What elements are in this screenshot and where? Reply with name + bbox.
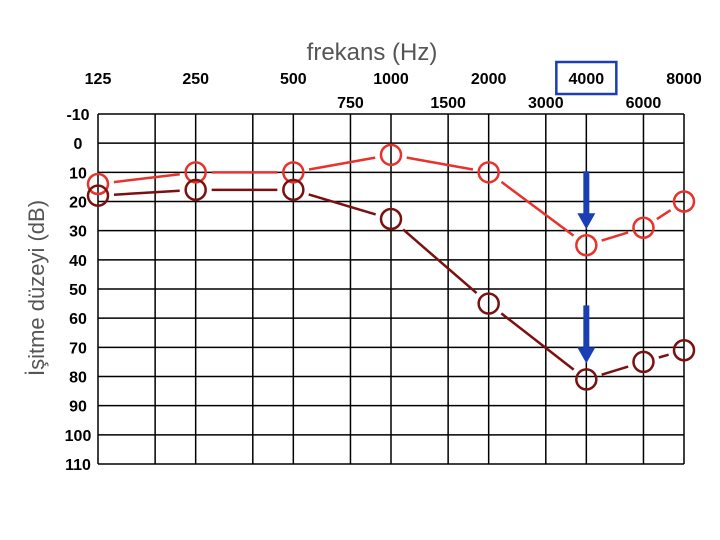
x-tick-label-mid: 1500 [430, 95, 466, 112]
series-group [86, 143, 696, 391]
x-tick-label-mid: 6000 [626, 95, 662, 112]
data-point [282, 178, 305, 202]
arrows-group [577, 171, 596, 364]
series-segment [500, 180, 575, 237]
data-point [632, 216, 655, 239]
data-point [672, 339, 696, 362]
data-point [632, 350, 655, 374]
series-segment [500, 312, 575, 371]
data-point [379, 207, 403, 231]
grid [97, 113, 685, 465]
y-tick-label: 30 [69, 224, 87, 241]
data-point [86, 172, 110, 196]
series-segment [406, 156, 474, 171]
x-tick-label-top: 4000 [569, 71, 605, 88]
arrow-shaft [583, 305, 590, 350]
y-tick-label: 40 [69, 253, 87, 270]
y-tick-label: 20 [69, 195, 87, 212]
x-tick-label-top: 125 [85, 71, 112, 88]
y-tick-label: 10 [69, 165, 87, 182]
data-point [575, 368, 598, 391]
series-segment [113, 189, 180, 196]
x-tick-label-top: 1000 [373, 71, 409, 88]
y-tick-label: 110 [65, 457, 91, 474]
data-point [184, 178, 207, 202]
arrow-head [577, 347, 596, 364]
y-tick-label: 80 [69, 370, 87, 387]
arrow-shaft [583, 171, 590, 216]
y-tick-label: 60 [69, 311, 87, 328]
x-tick-label-top: 500 [280, 71, 307, 88]
y-tick-label: -10 [66, 107, 89, 124]
data-point [575, 234, 598, 257]
series-segment [601, 365, 629, 376]
data-point [282, 161, 305, 184]
data-point [86, 184, 110, 207]
arrow-head [577, 213, 596, 230]
highlight-box [555, 60, 618, 96]
x-tick-label-mid: 750 [337, 95, 364, 112]
data-point [184, 161, 207, 184]
y-tick-label: 70 [69, 340, 87, 357]
chart-title: frekans (Hz) [307, 39, 438, 66]
y-tick-label: 90 [69, 399, 87, 416]
data-point [379, 143, 403, 167]
x-tick-label-top: 8000 [666, 71, 702, 88]
y-tick-label: 50 [69, 282, 87, 299]
data-point [477, 161, 500, 184]
series-segment [113, 172, 180, 184]
series-segment [308, 193, 377, 216]
y-axis-label: İşitme düzeyi (dB) [24, 200, 49, 376]
x-tick-label-top: 2000 [471, 71, 507, 88]
series-segment [656, 209, 672, 221]
series-2 [86, 178, 696, 391]
series-segment [658, 353, 669, 359]
series-1 [86, 143, 696, 257]
x-tick-label-mid: 3000 [528, 95, 564, 112]
data-point [477, 292, 500, 315]
series-segment [308, 156, 376, 171]
data-point [672, 190, 696, 213]
y-tick-label: 0 [74, 136, 83, 153]
series-segment [601, 231, 629, 242]
y-tick-label: 100 [65, 428, 92, 445]
x-tick-label-top: 250 [182, 71, 209, 88]
series-segment [402, 228, 478, 295]
